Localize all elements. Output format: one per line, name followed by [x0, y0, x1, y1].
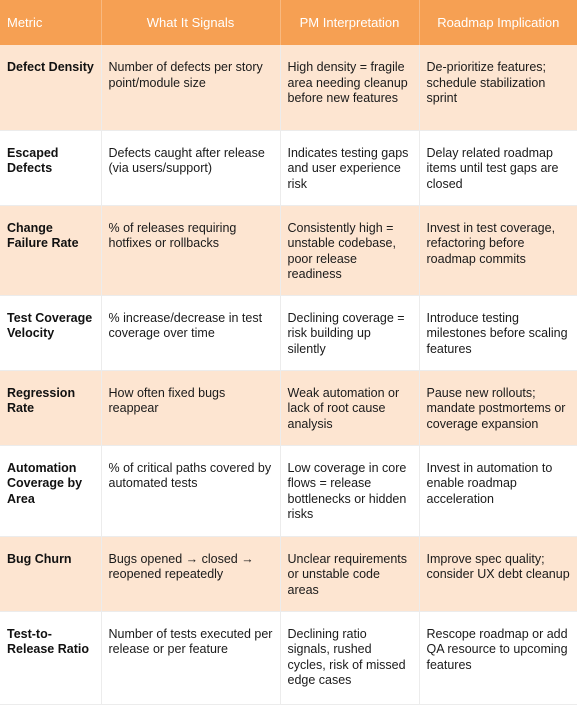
- pm-cell: Weak automation or lack of root cause an…: [280, 370, 420, 446]
- roadmap-cell: Improve spec quality; consider UX debt c…: [419, 536, 577, 612]
- signals-cell: % increase/decrease in test coverage ove…: [101, 295, 281, 371]
- table-row: Bug Churn Bugs opened → closed → reopene…: [0, 536, 577, 612]
- pm-cell: High density = fragile area needing clea…: [280, 45, 420, 131]
- roadmap-cell: De-prioritize features; schedule stabili…: [419, 45, 577, 131]
- pm-cell: Declining ratio signals, rushed cycles, …: [280, 611, 420, 705]
- table-row: Regression Rate How often fixed bugs rea…: [0, 370, 577, 446]
- table-row: Change Failure Rate % of releases requir…: [0, 205, 577, 296]
- table-row: Test-to-Release Ratio Number of tests ex…: [0, 611, 577, 705]
- metric-cell: Defect Density: [0, 45, 102, 131]
- table-row: Escaped Defects Defects caught after rel…: [0, 130, 577, 206]
- table-header: Metric What It Signals PM Interpretation…: [0, 0, 577, 45]
- signals-cell: How often fixed bugs reappear: [101, 370, 281, 446]
- roadmap-cell: Invest in automation to enable roadmap a…: [419, 445, 577, 537]
- header-roadmap-implication: Roadmap Implication: [419, 0, 577, 45]
- pm-cell: Declining coverage = risk building up si…: [280, 295, 420, 371]
- metric-cell: Test Coverage Velocity: [0, 295, 102, 371]
- header-metric: Metric: [0, 0, 102, 45]
- signals-cell: Number of tests executed per release or …: [101, 611, 281, 705]
- signals-cell: Defects caught after release (via users/…: [101, 130, 281, 206]
- roadmap-cell: Delay related roadmap items until test g…: [419, 130, 577, 206]
- pm-cell: Indicates testing gaps and user experien…: [280, 130, 420, 206]
- pm-cell: Low coverage in core flows = release bot…: [280, 445, 420, 537]
- metric-cell: Change Failure Rate: [0, 205, 102, 296]
- header-what-it-signals: What It Signals: [101, 0, 281, 45]
- table-row: Automation Coverage by Area % of critica…: [0, 445, 577, 537]
- metric-cell: Automation Coverage by Area: [0, 445, 102, 537]
- header-pm-interpretation: PM Interpretation: [280, 0, 420, 45]
- metric-cell: Escaped Defects: [0, 130, 102, 206]
- signals-cell: % of critical paths covered by automated…: [101, 445, 281, 537]
- signals-cell: Number of defects per story point/module…: [101, 45, 281, 131]
- metric-cell: Regression Rate: [0, 370, 102, 446]
- header-row: Metric What It Signals PM Interpretation…: [0, 0, 577, 45]
- metric-cell: Test-to-Release Ratio: [0, 611, 102, 705]
- roadmap-cell: Pause new rollouts; mandate postmortems …: [419, 370, 577, 446]
- table-row: Test Coverage Velocity % increase/decrea…: [0, 295, 577, 371]
- metric-cell: Bug Churn: [0, 536, 102, 612]
- pm-cell: Unclear requirements or unstable code ar…: [280, 536, 420, 612]
- table-row: Defect Density Number of defects per sto…: [0, 45, 577, 131]
- signals-cell: % of releases requiring hotfixes or roll…: [101, 205, 281, 296]
- roadmap-cell: Introduce testing milestones before scal…: [419, 295, 577, 371]
- signals-cell: Bugs opened → closed → reopened repeated…: [101, 536, 281, 612]
- roadmap-cell: Rescope roadmap or add QA resource to up…: [419, 611, 577, 705]
- roadmap-cell: Invest in test coverage, refactoring bef…: [419, 205, 577, 296]
- table-body: Defect Density Number of defects per sto…: [0, 45, 577, 705]
- pm-cell: Consistently high = unstable codebase, p…: [280, 205, 420, 296]
